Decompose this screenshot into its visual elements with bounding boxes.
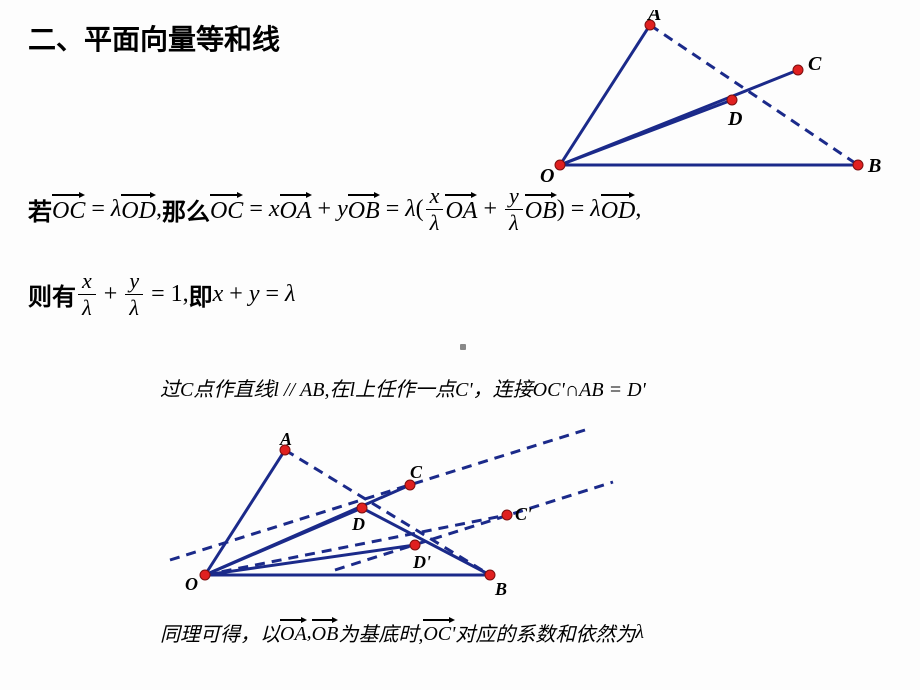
vector-diagram-top: O A B C D [500,10,900,185]
svg-text:C: C [808,53,822,75]
svg-text:D': D' [412,552,431,572]
conclusion-caption: 同理可得，以 OA , OB 为基底时, OC' 对应的系数和依然为 λ [160,618,644,647]
equation-1: 若 OC = λ OD , 那么 OC = x OA + y OB = λ ( … [28,185,641,234]
svg-text:C: C [410,462,423,482]
svg-text:O: O [540,165,554,185]
svg-text:D: D [351,514,365,534]
svg-text:O: O [185,574,198,594]
svg-text:A: A [646,10,661,25]
equation-2: 则有 xλ + yλ = 1, 即 x + y = λ [28,270,295,319]
svg-text:B: B [867,155,881,177]
svg-text:B: B [494,579,507,599]
section-title: 二、平面向量等和线 [28,18,280,58]
vector-diagram-bottom: O A B D C D' C' [155,400,635,605]
svg-text:A: A [279,429,292,449]
svg-text:D: D [727,108,742,130]
page-indicator-dot [460,344,466,350]
svg-text:C': C' [515,504,532,524]
construction-caption: 过C点作直线l // AB,在l上任作一点C'，连接OC'∩AB = D' [160,373,646,402]
